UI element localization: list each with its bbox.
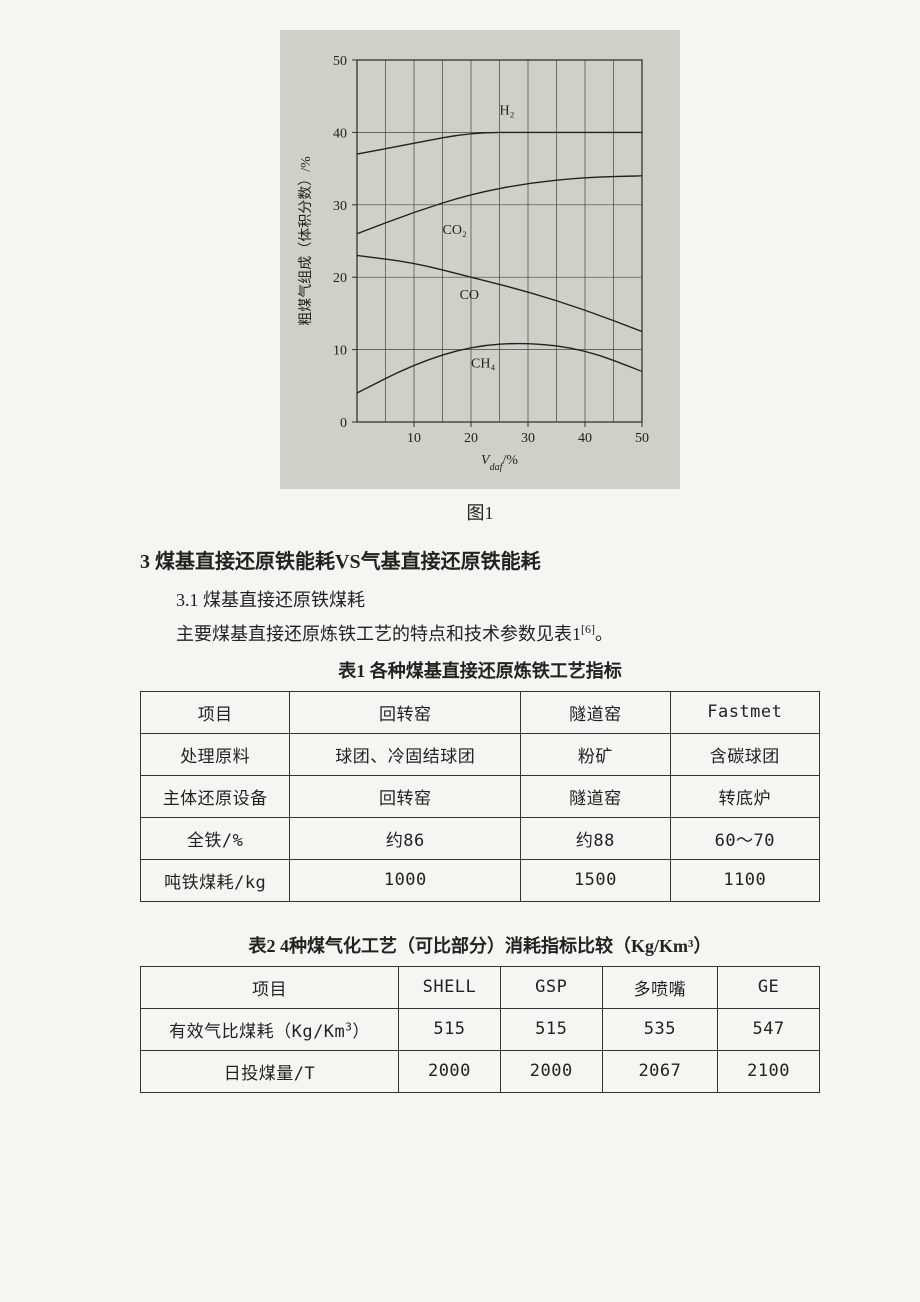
table-cell: 回转窑 <box>290 775 521 817</box>
table-cell: 1100 <box>670 859 819 901</box>
table-cell: 含碳球团 <box>670 733 819 775</box>
table-header-cell: GE <box>718 966 820 1008</box>
chart-box: 0 10 20 30 40 50 10 20 30 40 50 H₂ CO₂ CO CH₄ Vdaf/% 粗煤气… <box>280 30 680 489</box>
table-cell: 转底炉 <box>670 775 819 817</box>
table-cell: 2100 <box>718 1050 820 1092</box>
table2-caption: 表2 4种煤气化工艺（可比部分）消耗指标比较（Kg/Km³） <box>140 932 820 958</box>
svg-text:40: 40 <box>578 431 592 446</box>
table-cell: 60～70 <box>670 817 819 859</box>
subsection-heading: 3.1 煤基直接还原铁煤耗 <box>140 584 820 616</box>
body-text-suffix: 。 <box>595 624 613 644</box>
table-row: 全铁/%约86约8860～70 <box>141 817 820 859</box>
svg-text:CH₄: CH₄ <box>471 357 495 372</box>
svg-text:50: 50 <box>333 54 347 69</box>
table-cell: 隧道窑 <box>521 775 670 817</box>
table-cell: 547 <box>718 1008 820 1050</box>
table-row: 主体还原设备回转窑隧道窑转底炉 <box>141 775 820 817</box>
svg-text:H₂: H₂ <box>500 103 515 118</box>
table-cell: 515 <box>500 1008 602 1050</box>
table-row: 处理原料球团、冷固结球团粉矿含碳球团 <box>141 733 820 775</box>
gas-composition-chart: 0 10 20 30 40 50 10 20 30 40 50 H₂ CO₂ CO CH₄ Vdaf/% 粗煤气… <box>292 42 662 472</box>
table-cell: 约86 <box>290 817 521 859</box>
svg-text:10: 10 <box>333 344 347 359</box>
table-cell: 535 <box>602 1008 717 1050</box>
table-coal-based-processes: 项目回转窑隧道窑Fastmet处理原料球团、冷固结球团粉矿含碳球团主体还原设备回… <box>140 691 820 902</box>
table-cell: 约88 <box>521 817 670 859</box>
table-header-cell: 项目 <box>141 691 290 733</box>
svg-text:40: 40 <box>333 126 347 141</box>
table-cell: 2000 <box>500 1050 602 1092</box>
table-header-cell: GSP <box>500 966 602 1008</box>
row-header-cell: 有效气比煤耗（Kg/Km3） <box>141 1008 399 1050</box>
table-header-cell: Fastmet <box>670 691 819 733</box>
table-cell: 515 <box>399 1008 501 1050</box>
svg-text:0: 0 <box>340 416 347 431</box>
row-header-cell: 主体还原设备 <box>141 775 290 817</box>
table-cell: 2000 <box>399 1050 501 1092</box>
svg-text:50: 50 <box>635 431 649 446</box>
table-header-cell: 回转窑 <box>290 691 521 733</box>
svg-text:CO: CO <box>460 288 479 303</box>
row-header-cell: 吨铁煤耗/kg <box>141 859 290 901</box>
citation-ref: [6] <box>581 622 595 636</box>
table-cell: 球团、冷固结球团 <box>290 733 521 775</box>
section-heading: 3 煤基直接还原铁能耗VS气基直接还原铁能耗 <box>140 545 820 574</box>
body-text: 主要煤基直接还原炼铁工艺的特点和技术参数见表1[6]。 <box>140 618 820 650</box>
table-header-cell: 项目 <box>141 966 399 1008</box>
svg-text:30: 30 <box>521 431 535 446</box>
figure-1: 0 10 20 30 40 50 10 20 30 40 50 H₂ CO₂ CO CH₄ Vdaf/% 粗煤气… <box>140 30 820 525</box>
table-cell: 1500 <box>521 859 670 901</box>
table-row: 日投煤量/T2000200020672100 <box>141 1050 820 1092</box>
svg-text:粗煤气组成（体积分数）/%: 粗煤气组成（体积分数）/% <box>298 156 314 326</box>
table-row: 项目SHELLGSP多喷嘴GE <box>141 966 820 1008</box>
svg-text:CO₂: CO₂ <box>443 223 467 238</box>
svg-text:Vdaf/%: Vdaf/% <box>481 453 518 472</box>
table-cell: 2067 <box>602 1050 717 1092</box>
table-row: 有效气比煤耗（Kg/Km3）515515535547 <box>141 1008 820 1050</box>
row-header-cell: 日投煤量/T <box>141 1050 399 1092</box>
svg-text:20: 20 <box>333 271 347 286</box>
table1-caption: 表1 各种煤基直接还原炼铁工艺指标 <box>140 657 820 683</box>
svg-text:20: 20 <box>464 431 478 446</box>
svg-text:10: 10 <box>407 431 421 446</box>
row-header-cell: 全铁/% <box>141 817 290 859</box>
figure-caption: 图1 <box>467 499 494 525</box>
svg-text:30: 30 <box>333 199 347 214</box>
table-header-cell: 隧道窑 <box>521 691 670 733</box>
table-row: 吨铁煤耗/kg100015001100 <box>141 859 820 901</box>
table-cell: 粉矿 <box>521 733 670 775</box>
row-header-cell: 处理原料 <box>141 733 290 775</box>
table-cell: 1000 <box>290 859 521 901</box>
table-gasification-processes: 项目SHELLGSP多喷嘴GE有效气比煤耗（Kg/Km3）51551553554… <box>140 966 820 1093</box>
table-header-cell: 多喷嘴 <box>602 966 717 1008</box>
table-header-cell: SHELL <box>399 966 501 1008</box>
table-row: 项目回转窑隧道窑Fastmet <box>141 691 820 733</box>
body-text-prefix: 主要煤基直接还原炼铁工艺的特点和技术参数见表1 <box>176 624 581 644</box>
